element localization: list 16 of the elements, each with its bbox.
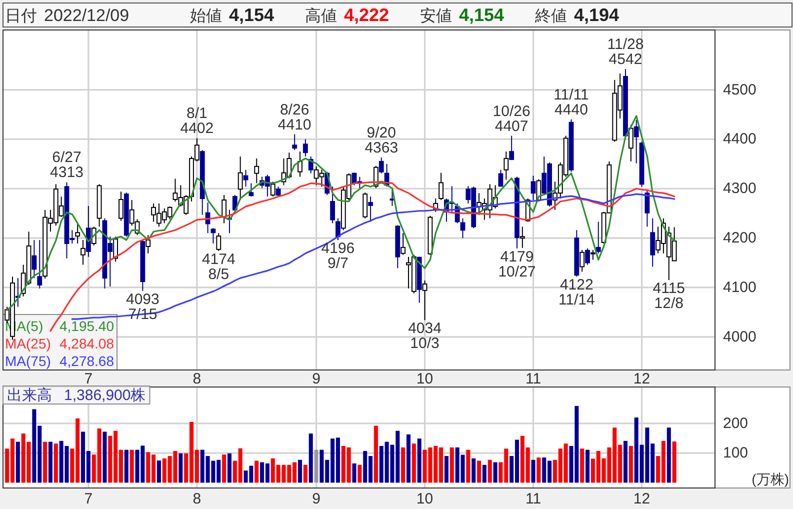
- title: 出来高 1,386,900株: [2, 386, 150, 404]
- annotation: 11/28 4542: [607, 36, 644, 68]
- ylabel: (万株): [752, 471, 789, 487]
- annotation: 8/1 4402: [180, 105, 214, 138]
- annotation: 11/11 4440: [554, 86, 589, 118]
- annotation: 4196 9/7: [321, 240, 355, 272]
- annotation: 9/20 4363: [364, 124, 398, 156]
- chart-title: 出来高 1,386,900株: [7, 386, 146, 404]
- annotation: 4115 12/8: [652, 280, 686, 312]
- annotation: 10/26 4407: [492, 102, 530, 135]
- annotation: 4179 10/27: [498, 248, 536, 280]
- annotation: 4174 8/5: [202, 250, 236, 283]
- annotation: 4122 11/14: [558, 276, 595, 309]
- annotation: 8/26 4410: [278, 101, 312, 134]
- annotation: 4034 10/3: [408, 320, 442, 352]
- annotation: 6/27 4313: [50, 149, 84, 182]
